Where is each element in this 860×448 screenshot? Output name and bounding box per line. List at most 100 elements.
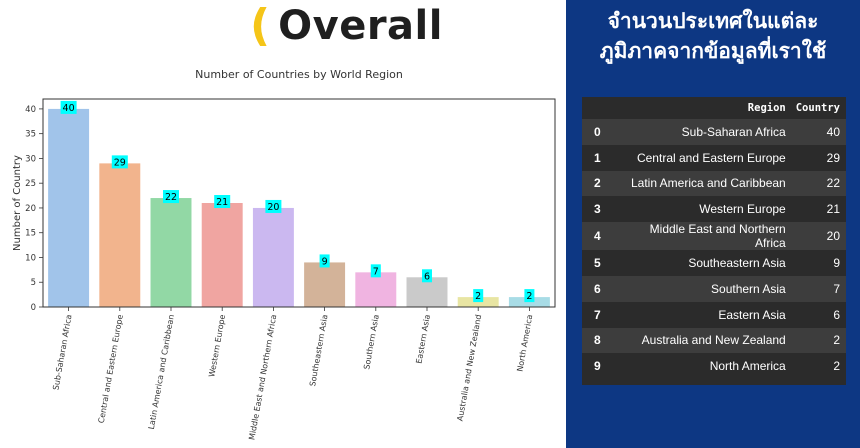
row-index: 9 <box>582 353 614 380</box>
bar-chart: Number of Countries by World Region Numbe… <box>12 68 556 441</box>
chart-title: Number of Countries by World Region <box>195 68 403 81</box>
table-header-region: Region <box>747 102 786 114</box>
row-index: 8 <box>582 327 614 354</box>
y-tick-label: 15 <box>25 229 36 239</box>
panel-title: จำนวนประเทศในแต่ละ ภูมิภาคจากข้อมูลที่เร… <box>566 6 860 66</box>
table-header-index <box>582 97 614 119</box>
data-label: 29 <box>114 157 126 168</box>
y-tick-label: 10 <box>25 253 36 263</box>
row-count: 6 <box>791 301 846 328</box>
data-label: 2 <box>526 291 532 302</box>
row-index: 3 <box>582 196 614 223</box>
row-index: 4 <box>582 222 614 251</box>
row-region: Sub-Saharan Africa <box>614 119 792 145</box>
bar-2 <box>99 163 141 307</box>
row-index: 6 <box>582 275 614 302</box>
y-tick-label: 20 <box>25 204 36 214</box>
data-label-box <box>422 269 432 283</box>
title-group: ( Overall <box>250 0 443 52</box>
bar-4 <box>201 203 243 307</box>
data-label-box <box>214 195 231 208</box>
table-row: 6 Southern Asia 7 <box>582 275 846 302</box>
row-index: 7 <box>582 301 614 328</box>
row-region: Southeastern Asia <box>614 250 792 276</box>
y-tick-label: 30 <box>25 154 36 164</box>
x-tick-label: Australia and New Zealand <box>456 314 484 422</box>
table-row: 2 Latin America and Caribbean 22 <box>582 170 846 197</box>
table-header-row: Region Country <box>582 97 846 119</box>
data-label: 20 <box>267 202 279 213</box>
bar-6 <box>304 262 346 307</box>
table-row: 9 North America 2 <box>582 353 846 380</box>
x-tick-label: Southeastern Asia <box>308 314 330 387</box>
data-label: 40 <box>63 103 75 114</box>
data-label-box <box>370 264 381 278</box>
plot-frame <box>42 98 556 308</box>
panel-title-line-1: จำนวนประเทศในแต่ละ <box>607 9 819 33</box>
panel-title-line-2: ภูมิภาคจากข้อมูลที่เราใช้ <box>599 39 827 63</box>
data-label: 21 <box>216 197 228 208</box>
row-region: Middle East and Northern Africa <box>614 222 792 251</box>
bar-7 <box>355 272 397 307</box>
data-label-box <box>319 254 330 268</box>
row-region: Central and Eastern Europe <box>614 144 792 171</box>
data-label: 2 <box>475 291 481 302</box>
row-count: 9 <box>791 250 846 276</box>
y-tick-label: 5 <box>31 278 36 288</box>
x-tick-label: North America <box>515 314 534 373</box>
data-label-box <box>265 199 282 213</box>
row-region: North America <box>614 353 792 380</box>
data-label-box <box>473 289 484 303</box>
row-count: 2 <box>791 353 846 380</box>
y-tick-label: 25 <box>25 179 36 189</box>
row-region: Australia and New Zealand <box>614 327 792 354</box>
row-count: 2 <box>791 327 846 354</box>
table-row: 8 Australia and New Zealand 2 <box>582 327 846 354</box>
bar-3 <box>150 198 192 307</box>
x-tick-label: Central and Eastern Europe <box>97 314 125 424</box>
y-tick-label: 0 <box>31 303 36 313</box>
row-count: 22 <box>791 170 846 197</box>
table-row: 0 Sub-Saharan Africa 40 <box>582 119 846 145</box>
row-region: Eastern Asia <box>614 301 792 328</box>
row-region: Latin America and Caribbean <box>614 170 792 197</box>
row-index: 5 <box>582 250 614 276</box>
x-tick-label: Middle East and Northern Africa <box>247 314 278 441</box>
x-tick-label: Western Europe <box>207 314 227 378</box>
x-tick-label: Southern Asia <box>362 314 381 371</box>
data-label-box <box>524 289 535 303</box>
data-label-box <box>111 155 128 169</box>
data-label: 9 <box>322 256 328 267</box>
y-tick-label: 40 <box>25 105 36 115</box>
row-index: 1 <box>582 144 614 171</box>
row-index: 2 <box>582 170 614 197</box>
x-tick-label: Sub-Saharan Africa <box>51 314 73 391</box>
table-row: 3 Western Europe 21 <box>582 196 846 223</box>
page-title: Overall <box>278 3 443 49</box>
bar-5 <box>252 207 294 307</box>
row-count: 21 <box>791 196 846 223</box>
table-row: 7 Eastern Asia 6 <box>582 301 846 328</box>
table-row: 1 Central and Eastern Europe 29 <box>582 144 846 171</box>
table-header-country: Country <box>795 102 840 114</box>
row-count: 20 <box>791 222 846 251</box>
table-row: 5 Southeastern Asia 9 <box>582 250 846 276</box>
info-panel: จำนวนประเทศในแต่ละ ภูมิภาคจากข้อมูลที่เร… <box>566 0 860 448</box>
data-label: 6 <box>424 271 430 282</box>
row-count: 29 <box>791 144 846 171</box>
x-tick-label: Latin America and Caribbean <box>147 314 176 430</box>
row-region: Western Europe <box>614 196 792 223</box>
y-axis-label: Number of Country <box>12 155 23 251</box>
row-index: 0 <box>582 119 614 145</box>
dataframe-table: Region Country 0 Sub-Saharan Africa 40 1… <box>582 97 846 385</box>
row-count: 7 <box>791 275 846 302</box>
data-label-box <box>163 190 179 204</box>
y-tick-label: 35 <box>25 130 36 140</box>
row-region: Southern Asia <box>614 275 792 302</box>
x-tick-label: Eastern Asia <box>414 314 432 365</box>
title-bracket-icon: ( <box>250 0 271 51</box>
data-label-box <box>60 100 77 114</box>
table-row: 4 Middle East and Northern Africa 20 <box>582 222 846 251</box>
row-count: 40 <box>791 119 846 145</box>
bar-1 <box>48 108 90 308</box>
